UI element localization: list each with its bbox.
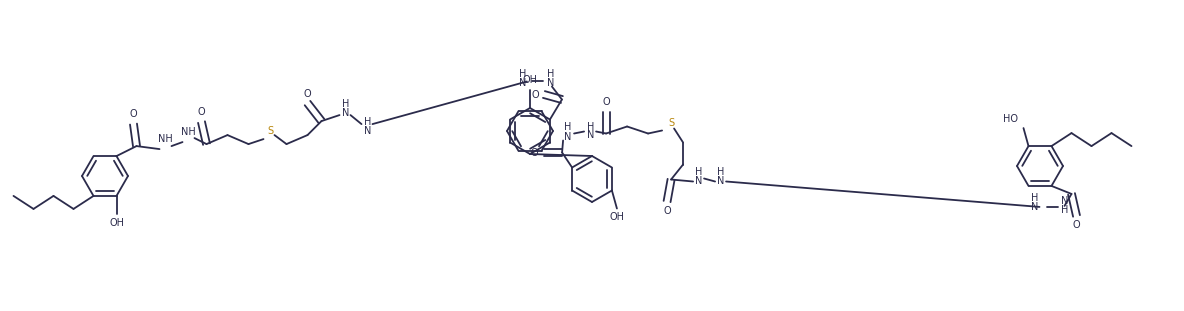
Text: H: H <box>342 99 349 109</box>
Text: H: H <box>363 117 372 127</box>
Text: N: N <box>695 177 703 187</box>
Text: H: H <box>565 123 572 132</box>
Text: H: H <box>547 69 554 80</box>
Text: HO: HO <box>1003 114 1018 124</box>
Text: O: O <box>198 107 205 117</box>
Text: N: N <box>718 177 725 187</box>
Text: O: O <box>532 90 539 100</box>
Text: O: O <box>130 109 137 119</box>
Text: N: N <box>342 108 349 118</box>
Text: N: N <box>587 131 594 141</box>
Text: O: O <box>530 147 538 157</box>
Text: N: N <box>363 126 372 136</box>
Text: O: O <box>1073 220 1080 230</box>
Text: H: H <box>587 122 594 132</box>
Text: H: H <box>1031 193 1038 203</box>
Text: O: O <box>603 96 610 106</box>
Text: OH: OH <box>109 218 124 228</box>
Text: H: H <box>520 69 527 80</box>
Text: S: S <box>268 126 274 136</box>
Text: OH: OH <box>522 75 538 85</box>
Text: N: N <box>547 78 554 89</box>
Text: O: O <box>663 206 671 216</box>
Text: N: N <box>520 78 527 89</box>
Text: NH: NH <box>159 134 173 144</box>
Text: NH: NH <box>181 127 195 137</box>
Text: OH: OH <box>610 212 624 222</box>
Text: S: S <box>668 118 674 128</box>
Text: N: N <box>1061 196 1068 206</box>
Text: H: H <box>1061 205 1068 215</box>
Text: O: O <box>303 89 311 99</box>
Text: N: N <box>565 132 572 142</box>
Text: H: H <box>695 168 703 178</box>
Text: N: N <box>1031 202 1038 212</box>
Text: H: H <box>718 168 725 178</box>
